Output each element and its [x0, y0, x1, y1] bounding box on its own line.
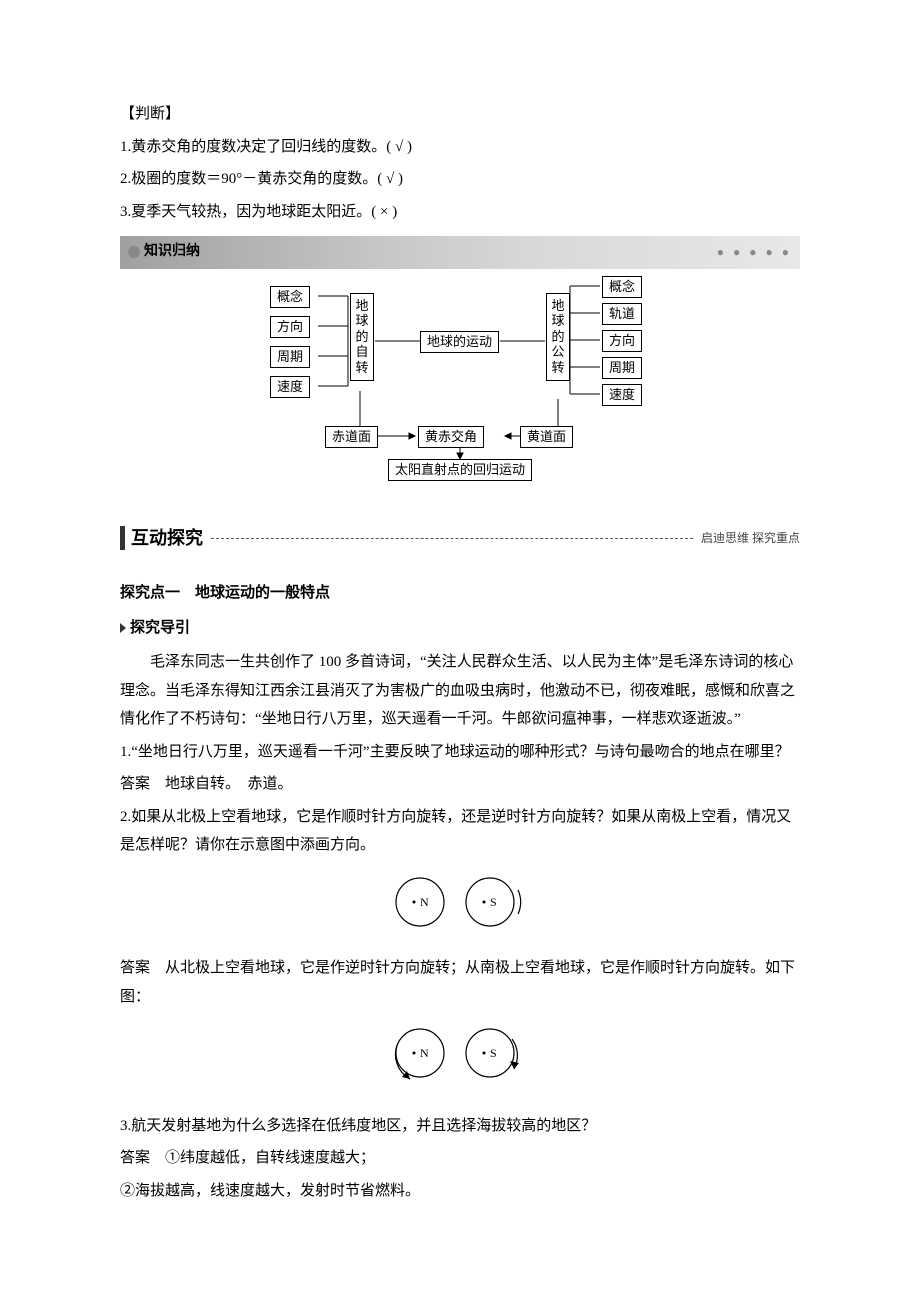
dbox-equator: 赤道面 — [325, 426, 378, 449]
judge-text: 夏季天气较热，因为地球距太阳近。 — [131, 204, 371, 220]
judge-mark: ( √ ) — [377, 171, 403, 187]
svg-text:N: N — [420, 1046, 429, 1060]
question-1: 1.“坐地日行八万里，巡天遥看一千河”主要反映了地球运动的哪种形式？与诗句最吻合… — [120, 738, 800, 767]
knowledge-bar: 知识归纳 ● ● ● ● ● — [120, 236, 800, 269]
answer-3b: ②海拔越高，线速度越大，发射时节省燃料。 — [120, 1177, 800, 1206]
circle-s-label: S — [490, 895, 497, 909]
answer-2: 答案 从北极上空看地球，它是作逆时针方向旋转；从南极上空看地球，它是作顺时针方向… — [120, 954, 800, 1011]
dbox-ecliptic: 黄道面 — [520, 426, 573, 449]
judge-item-1: 1.黄赤交角的度数决定了回归线的度数。( √ ) — [120, 133, 800, 162]
answer-3: 答案 ①纬度越低，自转线速度越大； — [120, 1144, 800, 1173]
vbox-revolution: 地球的公转 — [546, 293, 570, 381]
hudong-row: 互动探究 启迪思维 探究重点 — [120, 521, 800, 555]
dbox-right-4: 速度 — [602, 384, 642, 407]
answer-text: ①纬度越低，自转线速度越大； — [150, 1150, 375, 1166]
dbox-left-1: 方向 — [270, 316, 310, 339]
dbox-obliquity: 黄赤交角 — [418, 426, 484, 449]
hudong-sub: 启迪思维 探究重点 — [701, 527, 800, 550]
dbox-left-0: 概念 — [270, 286, 310, 309]
dbox-right-3: 周期 — [602, 357, 642, 380]
explore-guide: 探究导引 — [120, 614, 800, 643]
hudong-bar-icon — [120, 526, 125, 550]
answer-label: 答案 — [120, 775, 150, 792]
judge-header: 【判断】 — [120, 100, 800, 129]
judge-text: 极圈的度数＝90°－黄赤交角的度数。 — [131, 171, 377, 187]
answer-label: 答案 — [120, 1149, 150, 1166]
answer-text: 地球自转。 赤道。 — [150, 776, 293, 792]
dash-line — [211, 538, 693, 539]
dbox-right-1: 轨道 — [602, 303, 642, 326]
explore-topic: 探究点一 地球运动的一般特点 — [120, 579, 800, 608]
judge-mark: ( √ ) — [386, 139, 412, 155]
answer-text: 从北极上空看地球，它是作逆时针方向旋转；从南极上空看地球，它是作顺时针方向旋转。… — [120, 960, 795, 1005]
dbox-left-2: 周期 — [270, 346, 310, 369]
circle-n-label: N — [420, 895, 429, 909]
arrow-bullet-icon — [120, 623, 126, 633]
judge-num: 2. — [120, 171, 131, 187]
judge-item-3: 3.夏季天气较热，因为地球距太阳近。( × ) — [120, 198, 800, 227]
circles-arrows: N S — [120, 1021, 800, 1102]
svg-text:S: S — [490, 1046, 497, 1060]
hudong-title: 互动探究 — [131, 521, 203, 555]
answer-1: 答案 地球自转。 赤道。 — [120, 770, 800, 799]
bullet-icon — [128, 246, 140, 258]
judge-mark: ( × ) — [371, 204, 397, 220]
judge-text: 黄赤交角的度数决定了回归线的度数。 — [131, 139, 386, 155]
knowledge-bar-label: 知识归纳 — [128, 239, 200, 266]
dbox-subsolar: 太阳直射点的回归运动 — [388, 459, 532, 482]
question-2: 2.如果从北极上空看地球，它是作顺时针方向旋转，还是逆时针方向旋转？如果从南极上… — [120, 803, 800, 860]
knowledge-bar-dots: ● ● ● ● ● — [717, 241, 792, 264]
passage-1: 毛泽东同志一生共创作了 100 多首诗词，“关注人民群众生活、以人民为主体”是毛… — [120, 648, 800, 734]
answer-label: 答案 — [120, 959, 150, 976]
circles-plain: N S — [120, 870, 800, 945]
explore-guide-text: 探究导引 — [130, 614, 190, 643]
judge-num: 3. — [120, 204, 131, 220]
dbox-right-2: 方向 — [602, 330, 642, 353]
dbox-left-3: 速度 — [270, 376, 310, 399]
dbox-right-0: 概念 — [602, 276, 642, 299]
judge-num: 1. — [120, 139, 131, 155]
question-3: 3.航天发射基地为什么多选择在低纬度地区，并且选择海拔较高的地区？ — [120, 1112, 800, 1141]
dbox-center: 地球的运动 — [420, 331, 499, 354]
judge-item-2: 2.极圈的度数＝90°－黄赤交角的度数。( √ ) — [120, 165, 800, 194]
vbox-rotation: 地球的自转 — [350, 293, 374, 381]
concept-diagram: 概念 方向 周期 速度 地球的自转 地球的运动 地球的公转 概念 轨道 方向 周… — [120, 281, 800, 492]
